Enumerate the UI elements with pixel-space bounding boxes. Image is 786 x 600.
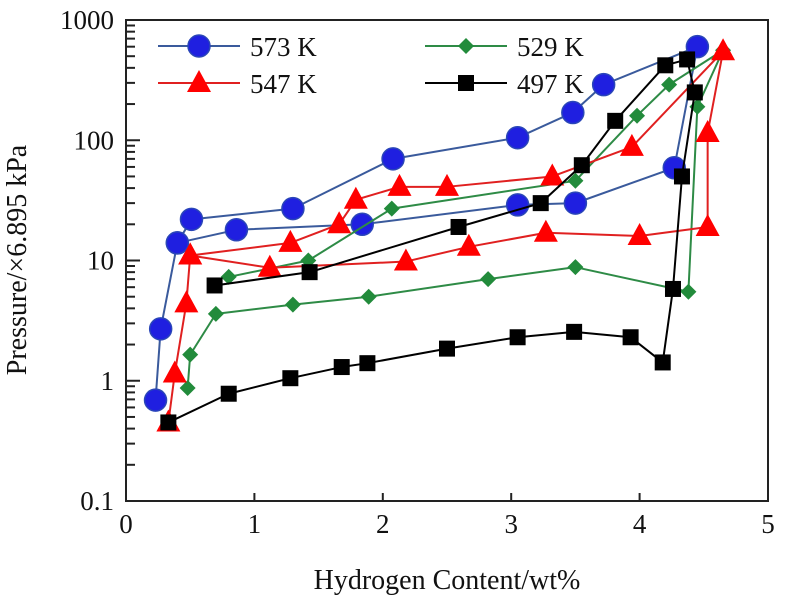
data-point — [657, 57, 674, 74]
series-529-k — [179, 42, 732, 397]
data-point — [143, 388, 168, 412]
data-point — [257, 254, 282, 277]
data-point — [567, 172, 584, 189]
data-point — [456, 233, 481, 256]
data-point — [174, 290, 199, 313]
data-point — [282, 370, 299, 387]
series-line — [154, 45, 699, 401]
legend-marker — [458, 38, 474, 54]
x-axis-title: Hydrogen Content/wt% — [314, 565, 581, 596]
data-point — [480, 271, 497, 288]
data-point — [711, 38, 736, 61]
legend-item: 573 K — [158, 32, 317, 62]
data-point — [360, 288, 377, 305]
data-point — [224, 218, 249, 242]
data-point — [182, 346, 199, 363]
x-tick-label: 1 — [248, 509, 262, 539]
y-axis-title: Pressure/×6.895 kPa — [2, 144, 33, 375]
data-point — [301, 264, 318, 281]
legend-label: 547 K — [250, 69, 317, 99]
data-point — [333, 359, 350, 376]
legend-label: 497 K — [517, 69, 584, 99]
x-tick-label: 5 — [761, 509, 775, 539]
data-point — [591, 72, 616, 97]
legend-item: 547 K — [158, 69, 317, 99]
data-point — [607, 112, 624, 129]
series-layer — [143, 34, 736, 432]
data-point — [540, 163, 565, 186]
y-tick-label: 0.1 — [80, 486, 114, 516]
data-point — [284, 296, 301, 313]
data-point — [162, 360, 187, 383]
data-point — [532, 195, 549, 212]
y-tick-label: 1000 — [60, 5, 114, 35]
legend: 573 K 547 K 529 K 497 K — [158, 32, 584, 99]
data-point — [563, 191, 588, 215]
legend-marker — [187, 34, 211, 58]
data-point — [561, 100, 585, 125]
data-point — [179, 380, 196, 397]
legend-label: 529 K — [517, 32, 584, 62]
data-point — [661, 76, 678, 93]
data-point — [622, 329, 639, 346]
data-point — [179, 207, 204, 232]
data-point — [359, 355, 376, 372]
legend-item: 497 K — [425, 69, 584, 99]
ticks-layer: 0 1 2 3 4 5 0.1 1 10 100 1000 — [60, 5, 775, 539]
data-point — [381, 147, 405, 171]
data-point — [206, 277, 223, 294]
data-point — [695, 119, 720, 142]
data-point — [567, 259, 584, 276]
data-point — [148, 317, 173, 341]
data-point — [664, 280, 681, 297]
data-point — [619, 133, 644, 156]
data-point — [393, 248, 418, 271]
data-point — [680, 283, 697, 300]
data-point — [627, 222, 652, 245]
series-497-k — [160, 51, 703, 431]
series-573-k — [143, 34, 710, 412]
y-tick-label: 100 — [74, 125, 115, 155]
data-point — [383, 200, 400, 217]
data-point — [387, 173, 412, 196]
data-point — [566, 323, 583, 340]
data-point — [327, 211, 352, 234]
series-line — [167, 50, 725, 423]
data-point — [679, 51, 696, 68]
data-point — [220, 385, 237, 402]
data-point — [160, 414, 177, 431]
data-point — [686, 84, 703, 101]
data-point — [533, 219, 558, 242]
data-point — [505, 125, 530, 150]
data-point — [439, 340, 455, 357]
data-point — [573, 157, 590, 174]
data-point — [178, 242, 203, 265]
legend-marker — [187, 70, 211, 92]
data-point — [673, 168, 690, 185]
legend-label: 573 K — [250, 32, 317, 62]
legend-item: 529 K — [425, 32, 584, 62]
x-tick-label: 3 — [504, 509, 518, 539]
x-tick-label: 2 — [376, 509, 390, 539]
data-point — [509, 329, 526, 346]
data-point — [207, 305, 224, 322]
legend-marker — [458, 75, 474, 91]
data-point — [695, 213, 720, 236]
y-tick-label: 1 — [101, 366, 115, 396]
y-tick-label: 10 — [87, 246, 114, 276]
data-point — [278, 229, 303, 252]
data-point — [629, 107, 646, 124]
series-line — [186, 49, 725, 389]
data-point — [654, 354, 671, 371]
data-point — [450, 218, 467, 235]
data-point — [165, 231, 190, 255]
data-point — [281, 196, 305, 221]
data-point — [343, 186, 368, 209]
data-point — [220, 268, 237, 285]
x-tick-label: 4 — [633, 509, 647, 539]
x-tick-label: 0 — [119, 509, 133, 539]
data-point — [435, 173, 459, 196]
